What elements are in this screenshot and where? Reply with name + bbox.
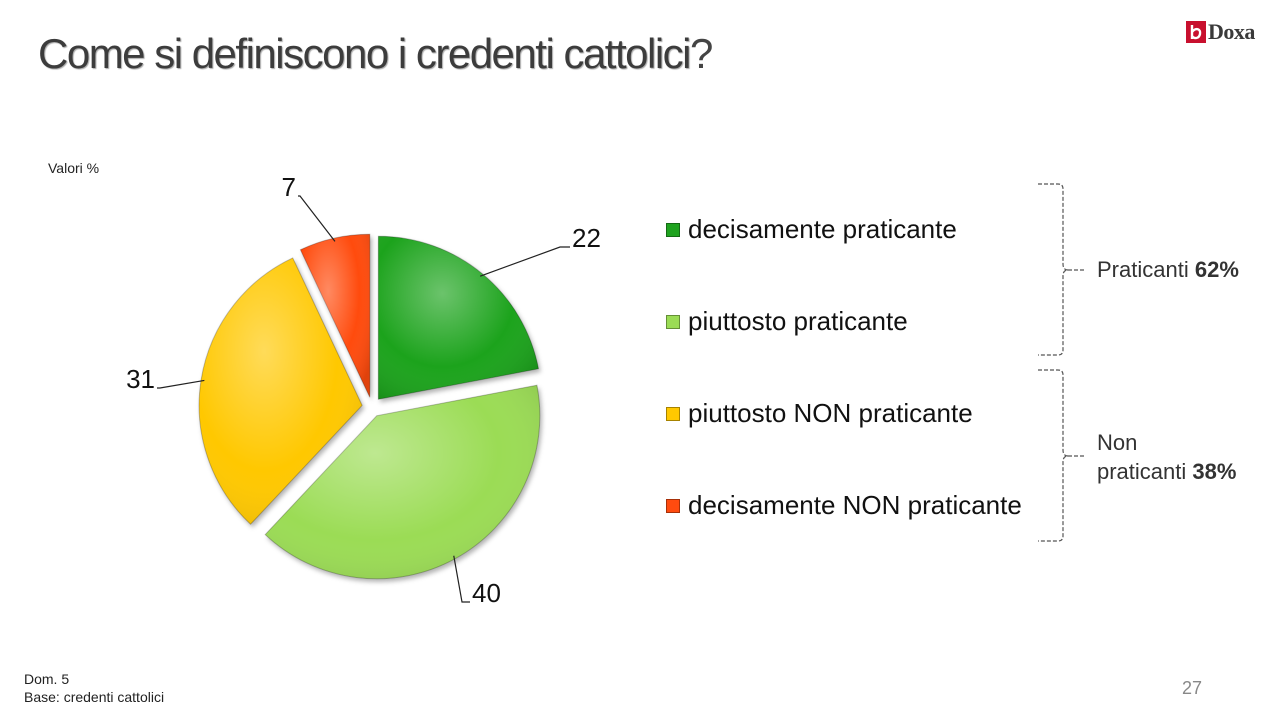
- legend-swatch-decisamente-non-praticante: [666, 498, 680, 513]
- page-number: 27: [1182, 678, 1203, 698]
- data-label-decisamente-praticante: 22: [572, 223, 601, 253]
- legend-label-piuttosto-praticante: piuttosto praticante: [688, 306, 908, 336]
- pie-slice-piuttosto-praticante: [264, 384, 541, 580]
- data-label-piuttosto-non-praticante: 31: [126, 364, 155, 394]
- footer-base: Base: credenti cattolici: [24, 689, 165, 705]
- leader-line-piuttosto-praticante: [453, 555, 470, 603]
- bracket-praticanti: [1038, 183, 1086, 356]
- units-label: Valori %: [48, 160, 100, 176]
- legend-item-decisamente-non-praticante: decisamente NON praticante: [666, 490, 1022, 521]
- legend-swatch-piuttosto-non-praticante: [666, 406, 680, 421]
- data-label-piuttosto-praticante: 40: [472, 578, 501, 608]
- pie-slice-decisamente-non-praticante: [299, 233, 371, 398]
- footer-notes: Dom. 5 Base: credenti cattolici: [24, 670, 164, 706]
- legend-item-piuttosto-praticante: piuttosto praticante: [666, 306, 908, 337]
- legend-swatch-piuttosto-praticante: [666, 314, 680, 329]
- group-praticanti-value: 62%: [1194, 257, 1239, 282]
- leader-line-piuttosto-non-praticante: [157, 379, 205, 389]
- group-praticanti: Praticanti 62%: [1097, 255, 1239, 284]
- title-text: Come si definiscono i credenti cattolici: [38, 30, 692, 77]
- legend-label-decisamente-praticante: decisamente praticante: [688, 214, 957, 244]
- group-non-praticanti-value: 38%: [1192, 459, 1237, 484]
- legend-label-piuttosto-non-praticante: piuttosto NON praticante: [688, 398, 973, 428]
- leader-line-decisamente-non-praticante: [298, 195, 336, 242]
- logo-text: Doxa: [1208, 19, 1255, 44]
- legend-label-decisamente-non-praticante: decisamente NON praticante: [688, 490, 1022, 520]
- page-title: Come si definiscono i credenti cattolici…: [38, 30, 713, 78]
- title-question-mark: ?: [690, 30, 713, 77]
- legend-item-decisamente-praticante: decisamente praticante: [666, 214, 957, 245]
- footer-question-ref: Dom. 5: [24, 671, 70, 687]
- pie-slice-piuttosto-non-praticante: [198, 257, 363, 525]
- doxa-logo: Doxa: [1186, 19, 1255, 44]
- group-non-praticanti-label-line2: praticanti: [1097, 459, 1187, 484]
- pie-slice-decisamente-praticante: [377, 235, 540, 400]
- group-non-praticanti: Non praticanti 38%: [1097, 428, 1236, 486]
- data-label-decisamente-non-praticante: 7: [282, 172, 296, 202]
- legend-swatch-decisamente-praticante: [666, 222, 680, 237]
- leader-line-decisamente-praticante: [479, 246, 570, 277]
- group-praticanti-label: Praticanti: [1097, 257, 1189, 282]
- doxa-logo-icon: [1186, 21, 1206, 43]
- bracket-non-praticanti: [1038, 369, 1086, 542]
- group-non-praticanti-label-line1: Non: [1097, 430, 1138, 455]
- legend-item-piuttosto-non-praticante: piuttosto NON praticante: [666, 398, 973, 429]
